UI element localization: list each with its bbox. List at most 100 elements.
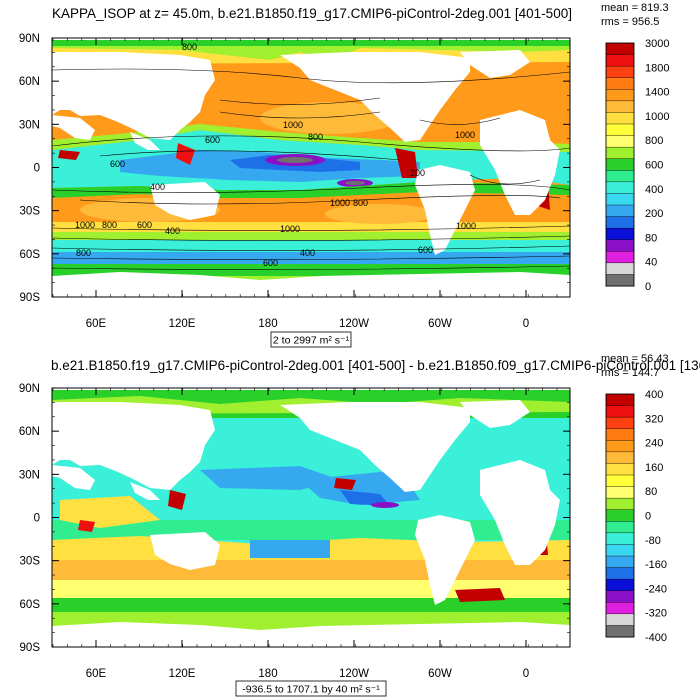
x-tick-label: 120E (169, 668, 196, 680)
panel1-contour-labels: 800 1000 600 1000 400 600 1000 800 400 2… (75, 42, 476, 268)
y-tick-label: 60S (20, 599, 41, 611)
colorbar-swatch (605, 486, 635, 499)
colorbar-label: 1800 (645, 62, 669, 74)
contour-label: 800 (308, 132, 323, 142)
colorbar-swatch (605, 544, 635, 557)
y-tick-label: 30S (20, 206, 41, 218)
colorbar-label: -160 (645, 559, 667, 571)
colorbar-label: -320 (645, 608, 667, 620)
colorbar-label: 40 (645, 257, 657, 269)
colorbar-label: 800 (645, 135, 663, 147)
contour-label: 1000 (456, 221, 476, 231)
colorbar-label: 240 (645, 438, 663, 450)
colorbar-swatch (605, 54, 635, 67)
colorbar-swatch (605, 521, 635, 534)
colorbar-swatch (605, 77, 635, 90)
x-tick-label: 120W (339, 318, 369, 330)
colorbar-label: 0 (645, 511, 651, 523)
x-tick-label: 0 (523, 318, 529, 330)
colorbar-swatch (605, 274, 635, 287)
colorbar-swatch (605, 474, 635, 488)
colorbar-swatch (605, 509, 635, 522)
y-tick-label: 90N (19, 33, 40, 45)
y-tick-label: 60N (19, 426, 40, 438)
colorbar-swatch (605, 590, 635, 603)
panel2-units-label: -936.5 to 1707.1 by 40 m² s⁻¹ (242, 684, 380, 696)
colorbar-label: 600 (645, 160, 663, 172)
colorbar-swatch (605, 135, 635, 148)
colorbar-swatch (605, 193, 635, 206)
colorbar-swatch (605, 251, 635, 264)
contour-label: 400 (300, 248, 315, 258)
colorbar-label: 1400 (645, 87, 669, 99)
panel1-title: KAPPA_ISOP at z= 45.0m, b.e21.B1850.f19_… (52, 6, 572, 21)
contour-label: 800 (76, 248, 91, 258)
colorbar-label: 320 (645, 413, 663, 425)
y-tick-label: 30N (19, 469, 40, 481)
colorbar-swatch (605, 405, 635, 418)
x-tick-label: 60W (428, 318, 452, 330)
colorbar-label: 3000 (645, 38, 669, 50)
contour-label: 400 (165, 226, 180, 236)
contour-label: 1000 (75, 220, 95, 230)
colorbar-swatch (605, 239, 635, 252)
colorbar-swatch (605, 451, 635, 464)
x-tick-label: 180 (258, 318, 277, 330)
colorbar-swatch (605, 602, 635, 615)
colorbar-swatch (605, 555, 635, 569)
colorbar-swatch (605, 428, 635, 441)
panel2-rms: rms = 144.7 (601, 367, 659, 379)
colorbar-swatch (605, 181, 635, 194)
contour-label: 800 (102, 220, 117, 230)
panel2-axes: 60E 120E 180 120W 60W 0 90N 60N 30N 0 30S 60S 90S (19, 383, 570, 680)
colorbar-swatch (605, 262, 635, 275)
panel-2: b.e21.B1850.f19_g17.CMIP6-piControl-2deg… (19, 353, 700, 697)
colorbar-swatch (605, 158, 635, 171)
contour-label: 1000 (280, 224, 300, 234)
colorbar-label: -80 (645, 535, 661, 547)
y-tick-label: 30S (20, 556, 41, 568)
contour-label: 1000 (330, 198, 350, 208)
colorbar-swatch (605, 170, 635, 183)
colorbar-swatch (605, 416, 635, 430)
colorbar-swatch (605, 123, 635, 137)
contour-label: 1000 (283, 120, 303, 130)
contour-label: 600 (418, 245, 433, 255)
panel1-contours (52, 68, 570, 270)
colorbar-swatch (605, 100, 635, 113)
colorbar-swatch (605, 393, 635, 407)
panel2-title: b.e21.B1850.f19_g17.CMIP6-piControl-2deg… (51, 358, 700, 373)
colorbar-swatch (605, 532, 635, 545)
x-tick-label: 60E (86, 318, 107, 330)
colorbar-swatch (605, 463, 635, 476)
y-tick-label: 30N (19, 119, 40, 131)
colorbar-label: 0 (645, 281, 651, 293)
panel2-units-box: -936.5 to 1707.1 by 40 m² s⁻¹ (235, 680, 387, 697)
panel2-colorbar: 400 320 240 160 80 0 -80 -160 -240 -320 -400 (605, 389, 667, 644)
colorbar-label: -240 (645, 583, 667, 595)
colorbar-swatch (605, 65, 635, 79)
colorbar-swatch (605, 112, 635, 125)
x-tick-label: 180 (258, 668, 277, 680)
panel1-map: 800 1000 600 1000 400 600 1000 800 400 2… (19, 33, 571, 330)
colorbar-label: 160 (645, 462, 663, 474)
panel1-units-box: 2 to 2997 m² s⁻¹ (270, 331, 352, 348)
y-tick-label: 0 (34, 513, 40, 525)
y-tick-label: 0 (34, 163, 40, 175)
x-tick-label: 60E (86, 668, 107, 680)
colorbar-swatch (605, 204, 635, 218)
contour-label: 600 (110, 159, 125, 169)
panel2-mean: mean = 56.43 (601, 353, 669, 365)
colorbar-swatch (605, 440, 635, 453)
y-tick-label: 60S (20, 249, 41, 261)
contour-label: 800 (353, 198, 368, 208)
colorbar-swatch (605, 146, 635, 160)
colorbar-swatch (605, 625, 635, 638)
colorbar-swatch (605, 497, 635, 511)
contour-label: 400 (150, 182, 165, 192)
colorbar-swatch (605, 227, 635, 241)
y-tick-label: 60N (19, 76, 40, 88)
x-tick-label: 120W (339, 668, 369, 680)
